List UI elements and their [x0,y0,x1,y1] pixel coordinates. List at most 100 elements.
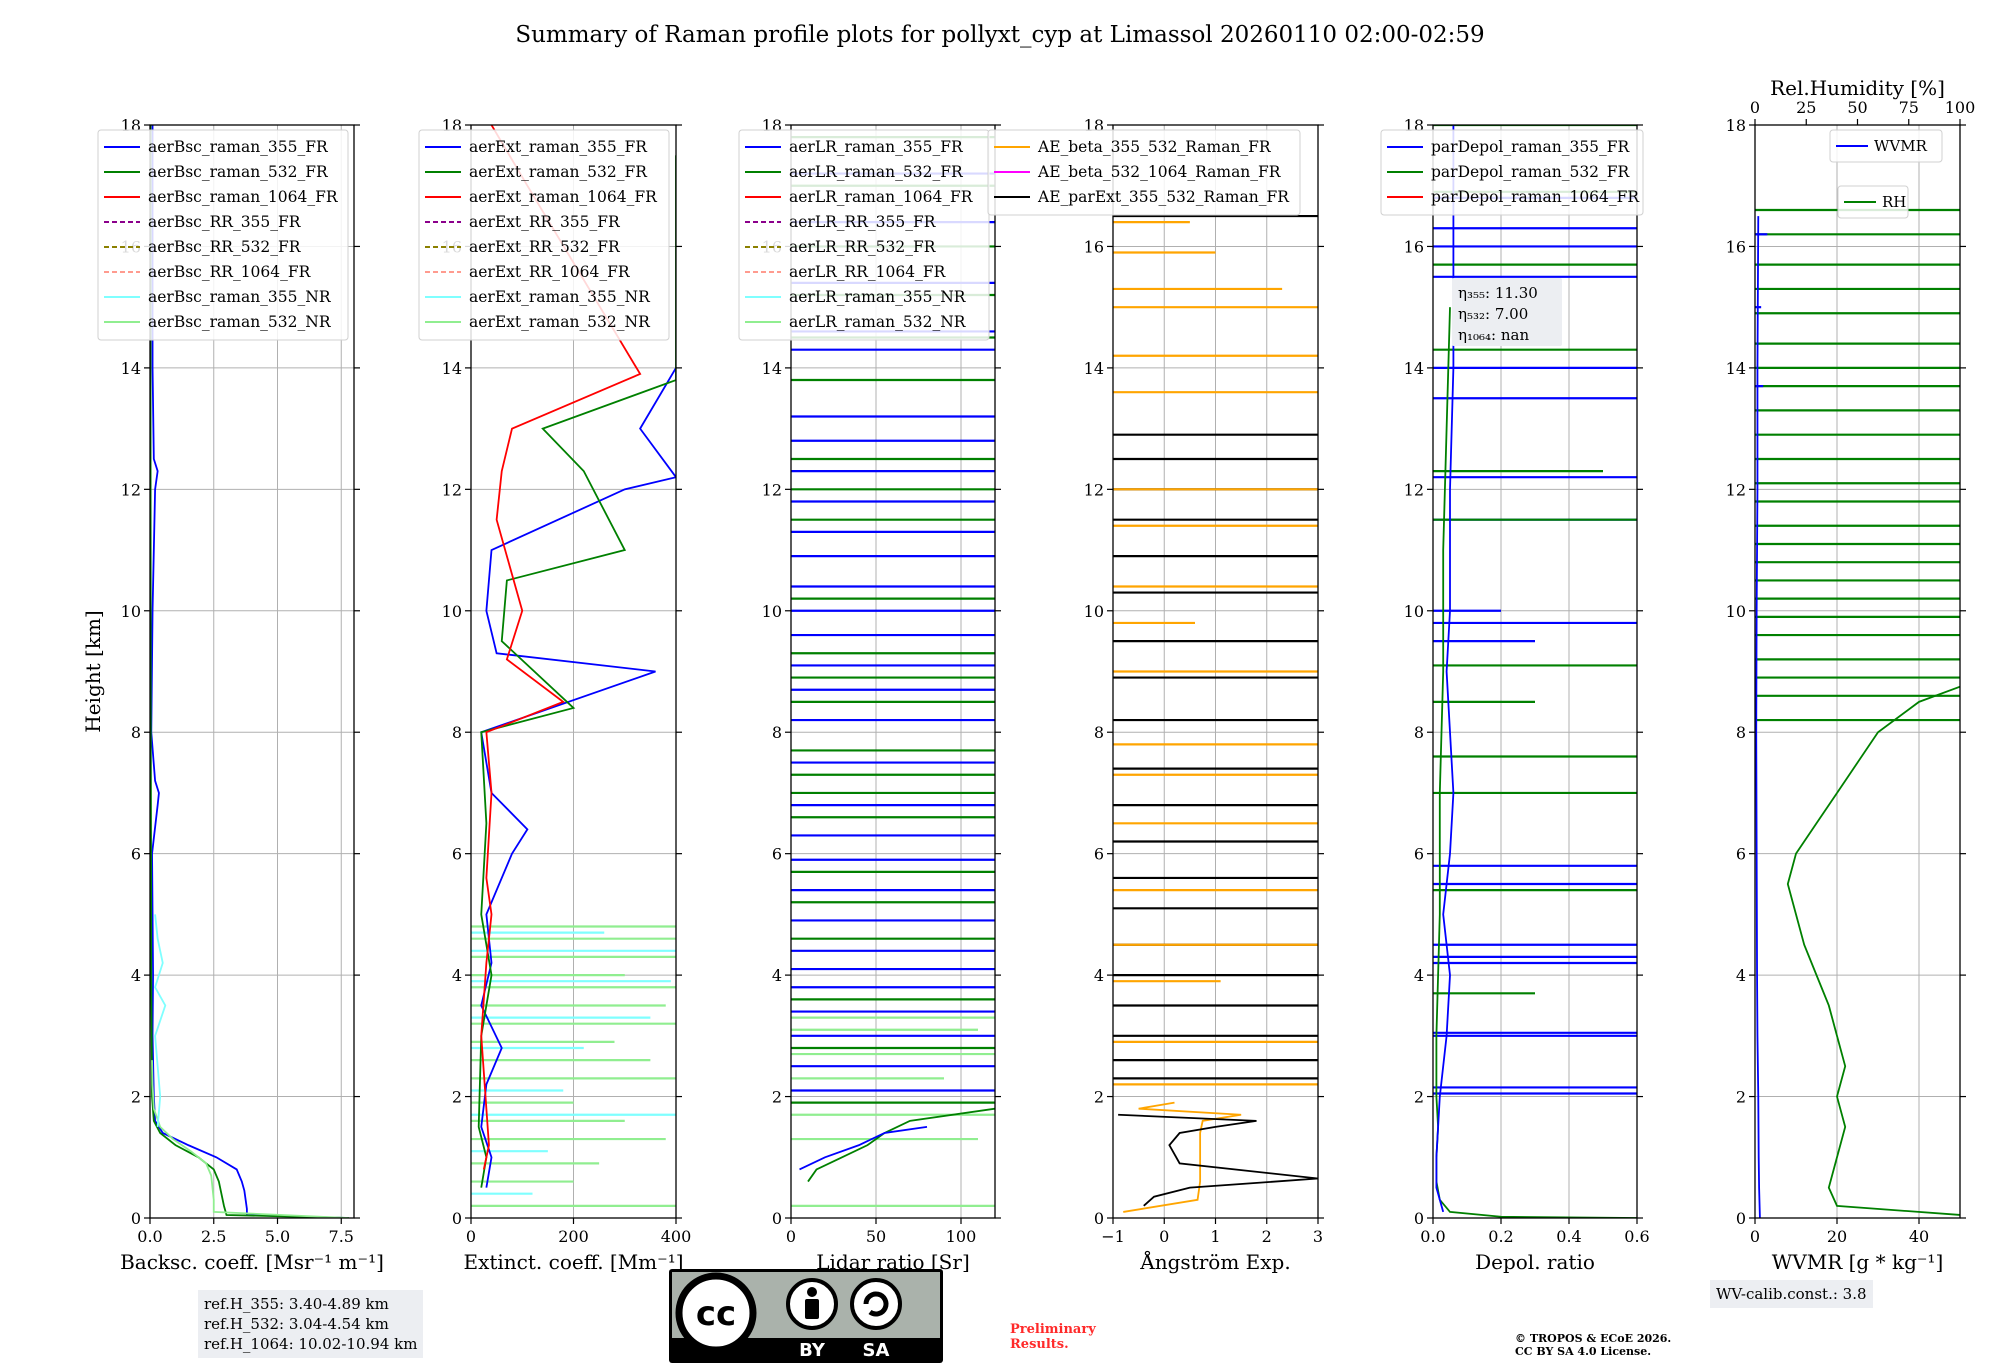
y-tick-label: 4 [1736,966,1746,985]
legend-label: aerBsc_raman_532_FR [148,163,329,181]
series-aerExt_raman_355_FR [480,367,676,1188]
legend-box [1829,129,1943,163]
y-tick-label: 10 [1084,602,1104,621]
y-tick-label: 10 [1726,602,1746,621]
legend-label: aerLR_raman_532_NR [789,313,967,331]
x2-tick-label: 75 [1899,98,1919,117]
x-tick-label: −1 [1101,1227,1125,1246]
axes-frame [1432,124,1638,1219]
y-tick-label: 4 [131,966,141,985]
legend-box [987,129,1301,216]
copyright-line-1: © TROPOS & ECoE 2026. [1515,1332,1672,1345]
y-tick-label: 2 [131,1088,141,1107]
wv-calib-text: WV-calib.const.: 3.8 [1716,1285,1867,1303]
preliminary-line-2: Results. [1010,1337,1069,1352]
x2-tick-label: 50 [1847,98,1867,117]
sa-icon [850,1278,902,1330]
y-tick-label: 12 [121,480,141,499]
wv-calib-box: WV-calib.const.: 3.8 [1710,1280,1873,1308]
eta-label: η₅₃₂: 7.00 [1458,305,1528,323]
series-aerExt_raman_1064_FR [480,125,642,1170]
y-tick-label: 16 [1726,237,1746,256]
data-layer-wv [1755,208,1960,1218]
x-tick-label: 2.5 [201,1227,226,1246]
series-aerLR_raman_532_FR [807,1107,995,1183]
legend-label: aerExt_raman_355_FR [469,138,648,156]
y-tick-label: 14 [442,359,462,378]
series-parDepol_raman_532_FR [1435,307,1637,1218]
ref-height-1064: ref.H_1064: 10.02-10.94 km [204,1335,418,1353]
y-tick-label: 2 [1736,1088,1746,1107]
legend-label: aerBsc_raman_1064_FR [148,188,339,206]
data-layer-ae [1113,214,1318,1213]
legend-label: aerExt_RR_532_FR [469,238,621,256]
x-tick-label: 50 [866,1227,886,1246]
y-tick-label: 8 [131,723,141,742]
figure-title: Summary of Raman profile plots for polly… [515,22,1485,48]
x-tick-label: 5.0 [265,1227,290,1246]
legend-label: parDepol_raman_355_FR [1431,138,1631,156]
x-tick-label: 0.0 [137,1227,162,1246]
series-aerBsc_raman_532_FR [150,125,349,1218]
y-tick-label: 0 [772,1209,782,1228]
legend-label: aerLR_RR_1064_FR [789,263,947,281]
series-WVMR [1755,216,1761,1218]
by-label: BY [799,1340,826,1361]
series-aerExt_raman_532_FR [477,155,676,1188]
x2-tick-label: 25 [1796,98,1816,117]
y-tick-label: 14 [1404,359,1424,378]
cc-icon [675,1272,757,1354]
x-tick-label: 100 [946,1227,977,1246]
copyright-note: © TROPOS & ECoE 2026. CC BY SA 4.0 Licen… [1515,1332,1671,1358]
y-tick-label: 0 [1736,1209,1746,1228]
y-axis-label: Height [km] [81,610,105,732]
y-tick-label: 6 [131,845,141,864]
y-tick-label: 14 [1726,359,1746,378]
y-tick-label: 2 [1414,1088,1424,1107]
by-icon-body [805,1299,819,1319]
y-tick-label: 2 [772,1088,782,1107]
y-tick-label: 14 [121,359,141,378]
preliminary-note: Preliminary Results. [1010,1322,1096,1352]
legend-label: aerBsc_RR_1064_FR [148,263,312,281]
y-tick-label: 12 [1726,480,1746,499]
legend-label: aerExt_RR_1064_FR [469,263,631,281]
axes-frame [790,124,996,1219]
y-tick-label: 0 [1094,1209,1104,1228]
x2-axis-label: Rel.Humidity [%] [1770,76,1945,100]
x-tick-label: 1 [1210,1227,1220,1246]
series-aerBsc_raman_355_FR [150,125,349,1218]
y-tick-label: 18 [1726,116,1746,135]
y-tick-label: 14 [762,359,782,378]
x-tick-label: 0 [466,1227,476,1246]
y-tick-label: 12 [442,480,462,499]
legend-box [1380,129,1644,216]
legend-label: aerExt_raman_1064_FR [469,188,658,206]
x-tick-label: 3 [1313,1227,1323,1246]
y-tick-label: 16 [1084,237,1104,256]
x-tick-label: 400 [661,1227,692,1246]
x2-tick-label: 0 [1750,98,1760,117]
y-tick-label: 10 [121,602,141,621]
legend-label: AE_beta_532_1064_Raman_FR [1037,163,1282,181]
y-tick-label: 4 [452,966,462,985]
y-tick-label: 12 [1404,480,1424,499]
series-parDepol_raman_355_FR [1435,125,1455,1213]
legend-label: aerBsc_RR_355_FR [148,213,302,231]
legend-label: aerLR_raman_532_FR [789,163,964,181]
ref-height-532: ref.H_532: 3.04-4.54 km [204,1315,389,1333]
ref-height-box: ref.H_355: 3.40-4.89 km ref.H_532: 3.04-… [198,1290,424,1358]
series-AE_beta_355_532_Raman_FR [1123,1101,1242,1213]
x-axis-label: Extinct. coeff. [Mm⁻¹] [463,1250,683,1274]
data-layer-bsc [150,125,349,1218]
x-tick-label: 0.6 [1624,1227,1649,1246]
x-tick-label: 0.4 [1556,1227,1581,1246]
series-RH [1786,685,1960,1216]
eta-box [1452,278,1562,346]
series-aerLR_raman_355_FR [799,1126,928,1171]
x-axis-label: Ångström Exp. [1139,1249,1290,1274]
legend-label: aerLR_raman_355_NR [789,288,967,306]
x-tick-label: 40 [1909,1227,1929,1246]
y-tick-label: 12 [762,480,782,499]
y-tick-label: 2 [1094,1088,1104,1107]
